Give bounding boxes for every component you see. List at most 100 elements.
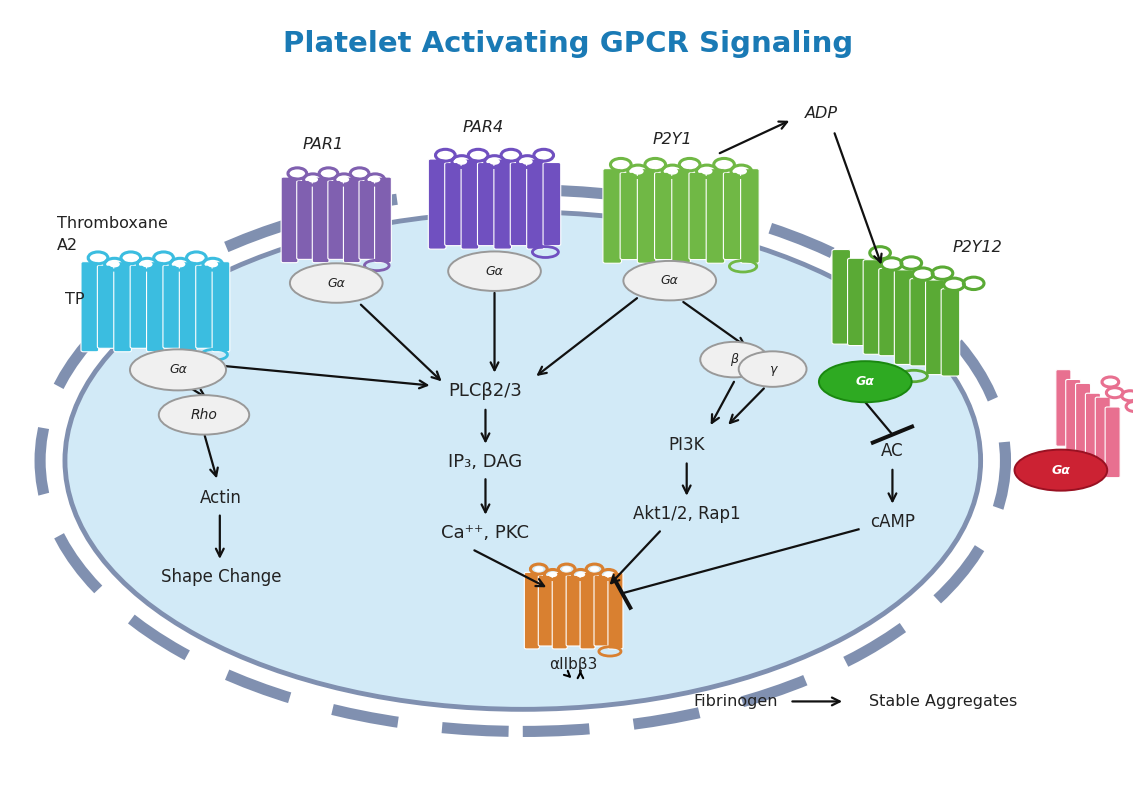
FancyBboxPatch shape xyxy=(461,159,478,249)
Text: AC: AC xyxy=(882,442,904,460)
FancyBboxPatch shape xyxy=(552,572,567,649)
Ellipse shape xyxy=(506,152,517,158)
FancyBboxPatch shape xyxy=(428,159,446,249)
Ellipse shape xyxy=(886,261,897,267)
FancyBboxPatch shape xyxy=(926,280,944,374)
FancyBboxPatch shape xyxy=(1076,383,1091,460)
Text: A2: A2 xyxy=(57,238,78,254)
Ellipse shape xyxy=(457,158,467,165)
Text: cAMP: cAMP xyxy=(870,514,914,531)
Ellipse shape xyxy=(125,254,136,261)
Ellipse shape xyxy=(968,280,979,287)
Ellipse shape xyxy=(624,261,716,301)
Ellipse shape xyxy=(1130,404,1136,409)
Ellipse shape xyxy=(292,170,302,176)
FancyBboxPatch shape xyxy=(620,173,638,260)
Text: Stable Aggregates: Stable Aggregates xyxy=(869,694,1018,709)
FancyBboxPatch shape xyxy=(1055,370,1071,446)
Ellipse shape xyxy=(191,254,202,261)
FancyBboxPatch shape xyxy=(741,169,759,263)
Ellipse shape xyxy=(324,170,334,176)
Text: Gα: Gα xyxy=(661,274,678,287)
Text: Fibrinogen: Fibrinogen xyxy=(693,694,777,709)
Text: TP: TP xyxy=(65,292,84,307)
Ellipse shape xyxy=(700,342,768,378)
Text: Gα: Gα xyxy=(485,265,503,277)
Ellipse shape xyxy=(650,161,661,168)
FancyBboxPatch shape xyxy=(98,266,115,348)
FancyBboxPatch shape xyxy=(179,262,197,351)
Text: Platelet Activating GPCR Signaling: Platelet Activating GPCR Signaling xyxy=(283,30,853,58)
FancyBboxPatch shape xyxy=(847,258,866,346)
Text: Rho: Rho xyxy=(191,408,217,422)
FancyBboxPatch shape xyxy=(707,169,725,263)
FancyBboxPatch shape xyxy=(1095,398,1110,474)
Ellipse shape xyxy=(1126,393,1135,398)
Ellipse shape xyxy=(615,161,626,168)
Ellipse shape xyxy=(701,168,712,175)
Ellipse shape xyxy=(534,566,543,572)
FancyBboxPatch shape xyxy=(375,177,392,262)
FancyBboxPatch shape xyxy=(671,169,691,263)
FancyBboxPatch shape xyxy=(296,180,314,259)
FancyBboxPatch shape xyxy=(863,260,882,355)
FancyBboxPatch shape xyxy=(147,262,165,351)
Ellipse shape xyxy=(158,254,169,261)
FancyBboxPatch shape xyxy=(879,269,897,355)
Text: PLCβ2/3: PLCβ2/3 xyxy=(449,382,523,400)
FancyBboxPatch shape xyxy=(477,162,495,246)
FancyBboxPatch shape xyxy=(832,250,851,344)
FancyBboxPatch shape xyxy=(328,180,344,259)
Ellipse shape xyxy=(949,281,960,288)
Ellipse shape xyxy=(142,261,152,267)
Ellipse shape xyxy=(339,176,349,183)
Text: Shape Change: Shape Change xyxy=(160,568,282,587)
FancyBboxPatch shape xyxy=(566,576,582,646)
Text: Gα: Gα xyxy=(169,363,187,376)
Ellipse shape xyxy=(718,161,729,168)
Ellipse shape xyxy=(875,250,886,256)
Text: αIIbβ3: αIIbβ3 xyxy=(550,657,598,672)
FancyBboxPatch shape xyxy=(81,262,99,351)
FancyBboxPatch shape xyxy=(1105,407,1120,478)
Ellipse shape xyxy=(667,168,678,175)
FancyBboxPatch shape xyxy=(212,262,229,351)
Ellipse shape xyxy=(159,395,249,435)
FancyBboxPatch shape xyxy=(312,177,329,262)
Ellipse shape xyxy=(1105,379,1114,385)
Ellipse shape xyxy=(905,260,917,266)
Ellipse shape xyxy=(633,168,644,175)
Ellipse shape xyxy=(736,168,747,175)
Ellipse shape xyxy=(1014,450,1108,491)
Text: Gα: Gα xyxy=(855,375,875,388)
FancyBboxPatch shape xyxy=(688,173,708,260)
FancyBboxPatch shape xyxy=(1085,394,1101,464)
Ellipse shape xyxy=(354,170,365,176)
FancyBboxPatch shape xyxy=(162,266,181,348)
FancyBboxPatch shape xyxy=(525,572,540,649)
FancyBboxPatch shape xyxy=(543,162,561,246)
Text: Akt1/2, Rap1: Akt1/2, Rap1 xyxy=(633,506,741,523)
Ellipse shape xyxy=(819,361,912,402)
FancyBboxPatch shape xyxy=(538,576,553,646)
Ellipse shape xyxy=(440,152,451,158)
FancyBboxPatch shape xyxy=(637,169,655,263)
Text: P2Y1: P2Y1 xyxy=(652,132,692,147)
FancyBboxPatch shape xyxy=(444,162,462,246)
FancyBboxPatch shape xyxy=(114,262,132,351)
Ellipse shape xyxy=(490,158,500,165)
Text: Thromboxane: Thromboxane xyxy=(57,216,168,231)
Ellipse shape xyxy=(130,349,226,390)
Ellipse shape xyxy=(590,566,599,572)
FancyBboxPatch shape xyxy=(654,173,674,260)
FancyBboxPatch shape xyxy=(131,266,148,348)
FancyBboxPatch shape xyxy=(580,572,595,649)
Text: PAR1: PAR1 xyxy=(302,138,343,153)
Text: IP₃, DAG: IP₃, DAG xyxy=(449,453,523,471)
Text: Actin: Actin xyxy=(200,489,242,506)
FancyBboxPatch shape xyxy=(594,576,609,646)
FancyBboxPatch shape xyxy=(343,177,360,262)
Ellipse shape xyxy=(65,212,980,709)
Text: β: β xyxy=(730,353,738,366)
FancyBboxPatch shape xyxy=(359,180,376,259)
